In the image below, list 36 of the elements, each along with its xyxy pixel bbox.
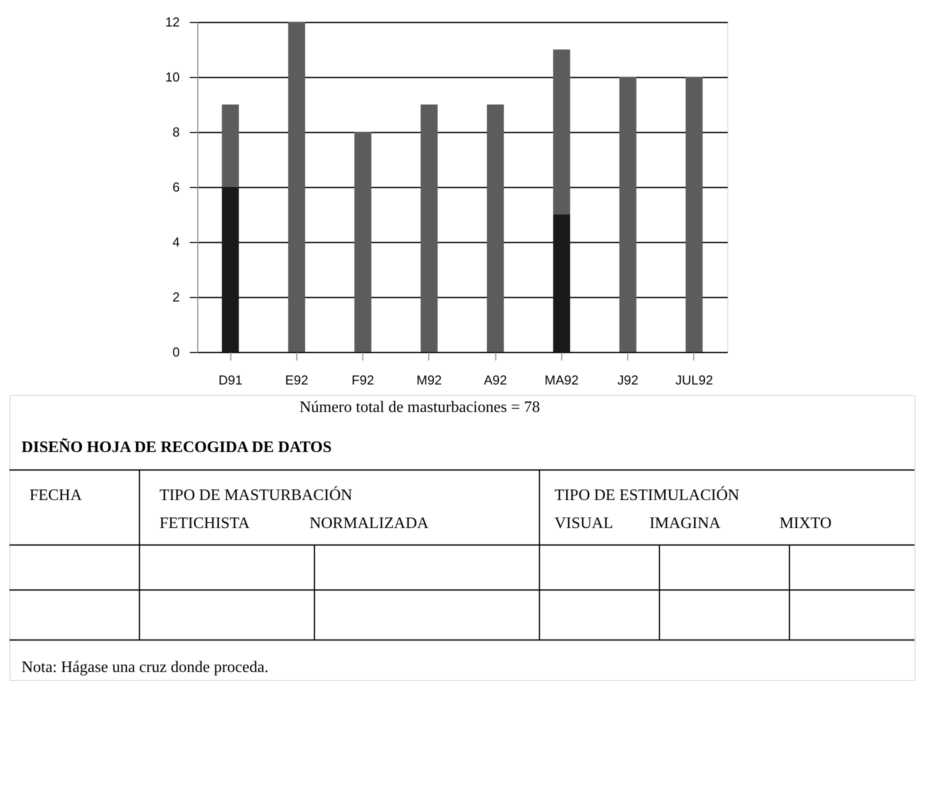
text: FETICHISTA — [159, 515, 250, 532]
text: TIPO DE MASTURBACIÓN — [159, 486, 353, 504]
text: Número total de masturbaciones = 78 — [299, 399, 540, 416]
text: IMAGINA — [649, 515, 721, 532]
y-tick-label: 4 — [172, 234, 180, 250]
text: DISEÑO HOJA DE RECOGIDA DE DATOS — [21, 438, 332, 456]
bar — [222, 187, 239, 352]
text: VISUAL — [554, 515, 614, 532]
y-tick-label: 0 — [172, 344, 180, 360]
x-tick-label: M92 — [416, 372, 442, 388]
y-tick-label: 6 — [172, 180, 180, 194]
x-tick-label: MA92 — [544, 372, 579, 388]
y-tick-label: 12 — [165, 14, 180, 30]
bar — [553, 214, 570, 352]
bar — [553, 50, 570, 214]
bar — [222, 104, 239, 187]
y-tick-label: 2 — [172, 290, 180, 304]
x-tick-label: A92 — [484, 372, 507, 388]
text: Nota: Hágase una cruz donde proceda. — [21, 659, 268, 676]
x-tick-label: JUL92 — [675, 372, 713, 388]
x-tick-label: F92 — [352, 372, 374, 388]
bar — [486, 104, 504, 352]
bar — [354, 132, 372, 352]
text: TIPO DE ESTIMULACIÓN — [554, 486, 740, 504]
text: NORMALIZADA — [309, 515, 429, 532]
bar — [288, 22, 306, 352]
x-tick-label: J92 — [617, 372, 638, 388]
bar — [686, 77, 703, 352]
text: FECHA — [29, 487, 82, 504]
x-tick-label: D91 — [218, 372, 242, 388]
y-tick-label: 10 — [165, 70, 180, 84]
y-tick-label: 8 — [172, 124, 180, 140]
bar — [619, 77, 636, 352]
bar — [420, 104, 438, 352]
text: MIXTO — [779, 515, 832, 532]
x-tick-label: E92 — [285, 372, 308, 388]
